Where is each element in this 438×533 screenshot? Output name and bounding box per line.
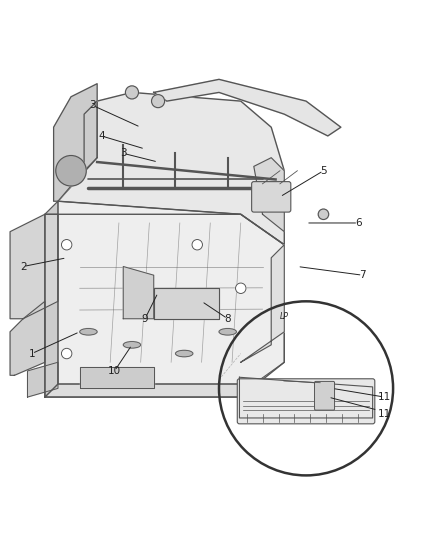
FancyBboxPatch shape: [314, 382, 335, 410]
Polygon shape: [28, 362, 58, 397]
FancyBboxPatch shape: [237, 379, 375, 424]
Polygon shape: [10, 301, 45, 375]
Circle shape: [61, 239, 72, 250]
Polygon shape: [53, 84, 97, 201]
Polygon shape: [254, 158, 284, 232]
FancyBboxPatch shape: [252, 182, 291, 212]
Text: 3: 3: [89, 100, 96, 110]
Circle shape: [192, 239, 202, 250]
Text: 10: 10: [108, 366, 121, 376]
Text: 6: 6: [355, 218, 362, 228]
Circle shape: [56, 156, 86, 186]
Polygon shape: [58, 201, 284, 384]
Text: LP: LP: [280, 312, 289, 321]
Polygon shape: [10, 214, 58, 319]
Text: 1: 1: [28, 349, 35, 359]
Ellipse shape: [219, 328, 237, 335]
Text: 9: 9: [142, 314, 148, 324]
Circle shape: [236, 283, 246, 294]
Polygon shape: [80, 367, 154, 389]
Polygon shape: [45, 201, 58, 397]
Polygon shape: [58, 92, 284, 245]
Polygon shape: [154, 288, 219, 319]
Circle shape: [125, 86, 138, 99]
Text: 8: 8: [224, 314, 231, 324]
Text: 11: 11: [378, 392, 391, 402]
Polygon shape: [154, 79, 341, 136]
Text: 11: 11: [378, 409, 391, 419]
Circle shape: [318, 209, 328, 220]
Polygon shape: [241, 245, 284, 362]
Text: 2: 2: [20, 262, 26, 271]
Text: 4: 4: [98, 131, 105, 141]
Text: 7: 7: [359, 270, 366, 280]
Polygon shape: [123, 266, 154, 319]
Text: 5: 5: [320, 166, 327, 176]
Polygon shape: [84, 101, 97, 171]
Ellipse shape: [123, 342, 141, 348]
Text: 3: 3: [120, 148, 127, 158]
Circle shape: [61, 349, 72, 359]
Polygon shape: [45, 384, 254, 397]
Circle shape: [152, 94, 165, 108]
Ellipse shape: [80, 328, 97, 335]
Ellipse shape: [176, 350, 193, 357]
